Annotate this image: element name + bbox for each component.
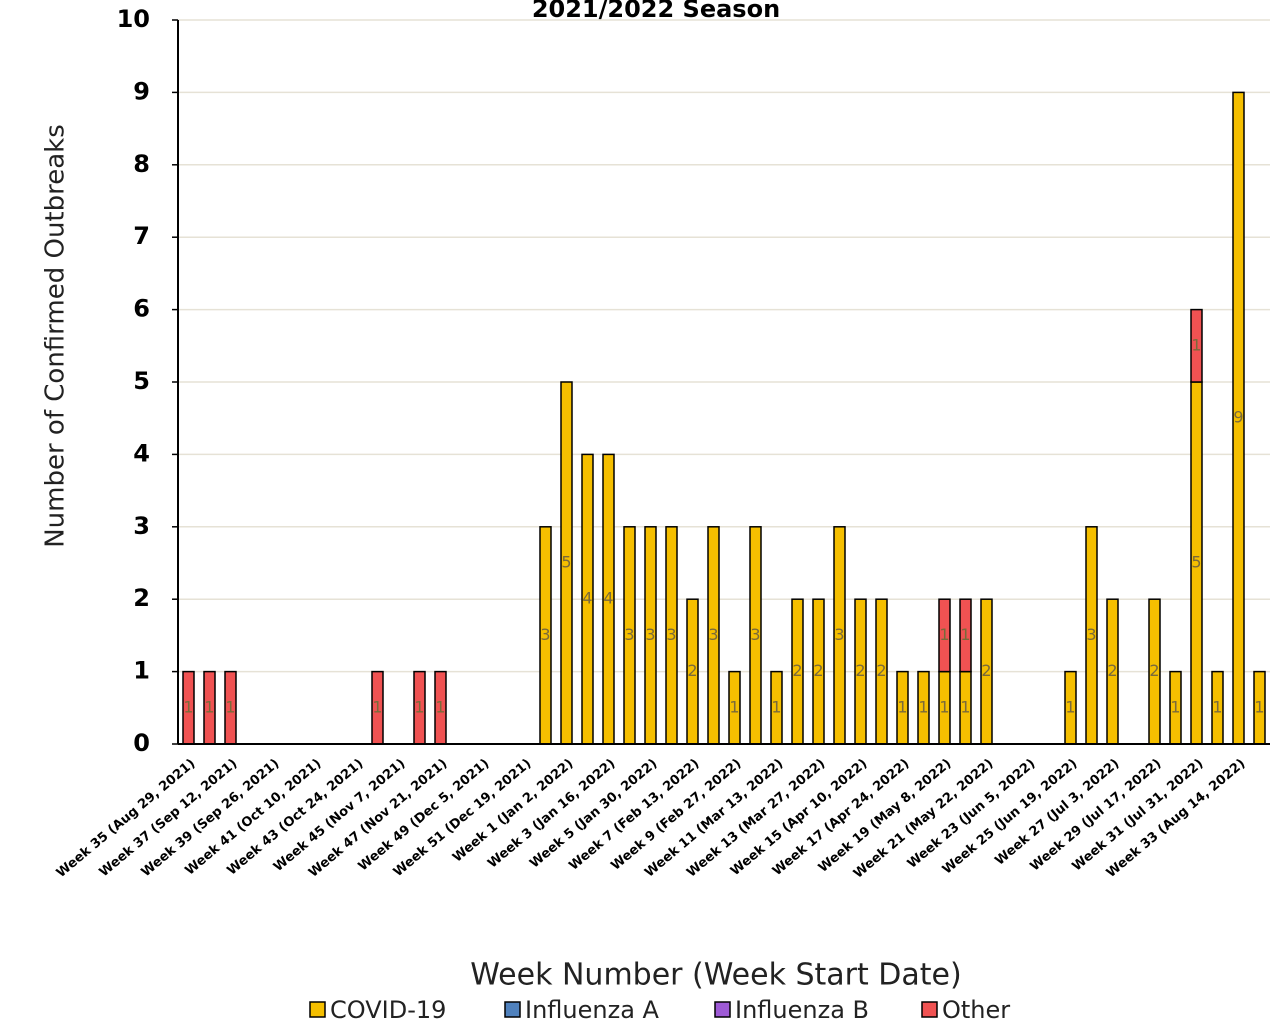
data-label: 3 xyxy=(1086,625,1096,644)
data-label: 3 xyxy=(666,625,676,644)
data-label: 1 xyxy=(771,697,781,716)
legend-swatch xyxy=(714,1001,731,1018)
bar-segment xyxy=(959,598,972,673)
y-tick-label: 1 xyxy=(133,657,150,685)
y-tick-label: 10 xyxy=(117,5,150,33)
chart-title: 2021/2022 Season xyxy=(532,0,780,23)
data-label: 1 xyxy=(1254,697,1264,716)
legend-swatch xyxy=(504,1001,521,1018)
y-tick-label: 9 xyxy=(133,77,150,105)
data-label: 1 xyxy=(897,697,907,716)
data-label: 4 xyxy=(582,589,592,608)
data-label: 1 xyxy=(414,697,424,716)
data-label: 1 xyxy=(183,697,193,716)
data-label: 9 xyxy=(1233,408,1243,427)
data-label: 3 xyxy=(645,625,655,644)
y-tick-label: 7 xyxy=(133,222,150,250)
legend-label: Influenza A xyxy=(525,996,660,1024)
data-label: 1 xyxy=(939,697,949,716)
y-tick-label: 6 xyxy=(133,295,150,323)
data-label: 5 xyxy=(1191,553,1201,572)
data-label: 1 xyxy=(1191,335,1201,354)
data-label: 3 xyxy=(540,625,550,644)
data-label: 1 xyxy=(1065,697,1075,716)
data-label: 3 xyxy=(750,625,760,644)
data-label: 2 xyxy=(687,661,697,680)
y-tick-label: 8 xyxy=(133,150,150,178)
legend-label: Other xyxy=(942,996,1010,1024)
data-label: 1 xyxy=(939,625,949,644)
data-label: 1 xyxy=(960,625,970,644)
data-label: 1 xyxy=(960,697,970,716)
y-axis-label: Number of Confirmed Outbreaks xyxy=(41,124,71,548)
y-tick-label: 0 xyxy=(133,729,150,757)
data-label: 1 xyxy=(204,697,214,716)
data-label: 2 xyxy=(855,661,865,680)
x-axis-label: Week Number (Week Start Date) xyxy=(470,958,961,993)
data-label: 2 xyxy=(876,661,886,680)
data-label: 2 xyxy=(1107,661,1117,680)
data-label: 1 xyxy=(1212,697,1222,716)
legend-swatch xyxy=(921,1001,938,1018)
legend-label: COVID-19 xyxy=(330,996,446,1024)
data-label: 3 xyxy=(834,625,844,644)
y-tick-label: 2 xyxy=(133,584,150,612)
data-label: 2 xyxy=(813,661,823,680)
y-tick-label: 3 xyxy=(133,512,150,540)
y-tick-label: 4 xyxy=(133,439,150,467)
data-label: 1 xyxy=(372,697,382,716)
data-label: 1 xyxy=(918,697,928,716)
data-label: 2 xyxy=(1149,661,1159,680)
bar-segment xyxy=(938,598,951,673)
data-label: 1 xyxy=(435,697,445,716)
data-label: 3 xyxy=(708,625,718,644)
data-label: 4 xyxy=(603,589,613,608)
data-label: 2 xyxy=(792,661,802,680)
bar-segment xyxy=(1190,308,1203,383)
data-label: 5 xyxy=(561,553,571,572)
data-label: 1 xyxy=(225,697,235,716)
legend-label: Influenza B xyxy=(735,996,869,1024)
data-label: 2 xyxy=(981,661,991,680)
data-label: 3 xyxy=(624,625,634,644)
data-label: 1 xyxy=(1170,697,1180,716)
data-label: 1 xyxy=(729,697,739,716)
y-tick-label: 5 xyxy=(133,367,150,395)
legend-swatch xyxy=(309,1001,326,1018)
